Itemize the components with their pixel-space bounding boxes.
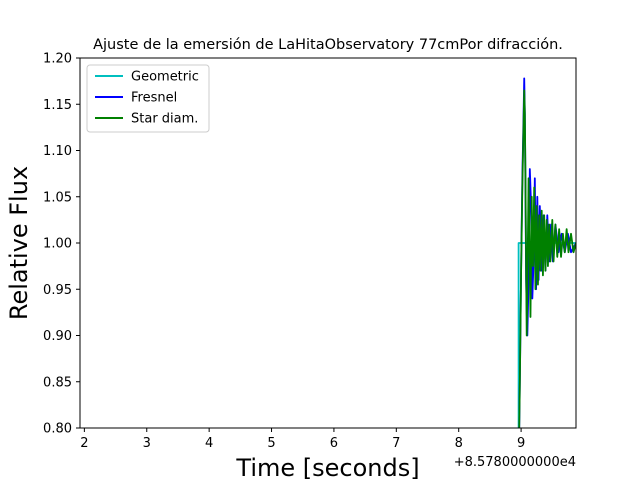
x-tick-label: 6 — [330, 436, 338, 451]
x-tick-label: 7 — [392, 436, 400, 451]
y-tick-label: 0.80 — [43, 422, 72, 437]
y-tick-label: 0.95 — [43, 283, 72, 298]
y-axis-label: Relative Flux — [5, 166, 33, 320]
y-tick-label: 1.05 — [43, 190, 72, 205]
y-tick-label: 1.20 — [43, 52, 72, 67]
x-tick-label: 3 — [143, 436, 151, 451]
x-tick-label: 2 — [80, 436, 88, 451]
x-tick-label: 4 — [205, 436, 213, 451]
series-line-star-diam — [518, 89, 576, 428]
x-axis-ticks: 2 3 4 5 6 7 8 9 — [80, 428, 525, 451]
chart-title: Ajuste de la emersión de LaHitaObservato… — [93, 37, 563, 53]
y-tick-label: 0.85 — [43, 375, 72, 390]
legend-label-star-diam: Star diam. — [131, 112, 198, 127]
x-tick-label: 8 — [455, 436, 463, 451]
y-tick-label: 1.00 — [43, 237, 72, 252]
legend: Geometric Fresnel Star diam. — [86, 64, 210, 133]
legend-label-geometric: Geometric — [131, 70, 199, 85]
x-tick-label: 5 — [267, 436, 275, 451]
legend-label-fresnel: Fresnel — [131, 91, 177, 106]
series-layer — [517, 77, 576, 428]
y-tick-label: 1.15 — [43, 98, 72, 113]
legend-box — [86, 64, 210, 133]
x-axis-label: Time [seconds] — [235, 454, 419, 480]
x-offset-label: +8.5780000000e4 — [454, 455, 576, 470]
y-axis-ticks: 0.80 0.85 0.90 0.95 1.00 1.05 1.10 1.15 1.20 — [43, 52, 80, 437]
x-tick-label: 9 — [517, 436, 525, 451]
y-tick-label: 1.10 — [43, 144, 72, 159]
y-tick-label: 0.90 — [43, 329, 72, 344]
